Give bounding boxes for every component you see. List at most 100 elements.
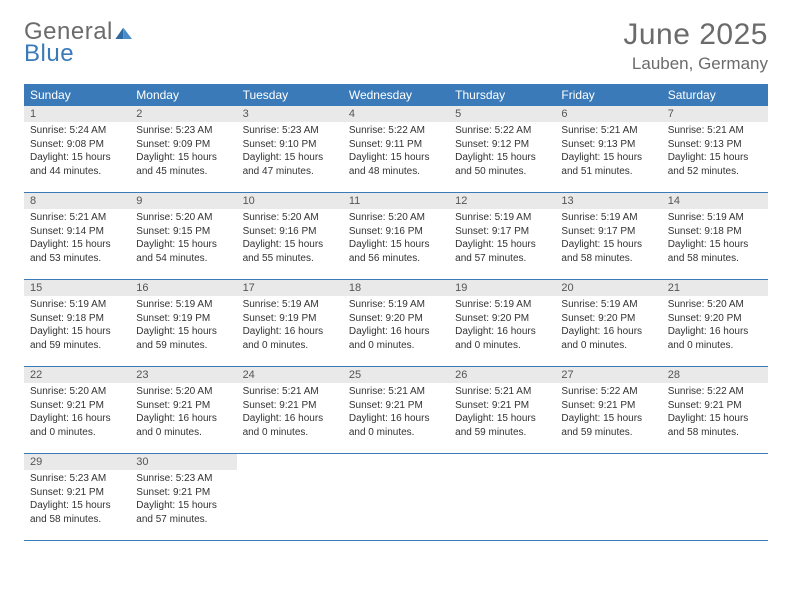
day-details: Sunrise: 5:22 AMSunset: 9:12 PMDaylight:…	[449, 122, 555, 184]
day-number: 2	[130, 106, 236, 122]
day-details: Sunrise: 5:21 AMSunset: 9:13 PMDaylight:…	[662, 122, 768, 184]
day-number: 3	[237, 106, 343, 122]
day-details: Sunrise: 5:22 AMSunset: 9:11 PMDaylight:…	[343, 122, 449, 184]
calendar-day-cell: 25Sunrise: 5:21 AMSunset: 9:21 PMDayligh…	[343, 367, 449, 453]
day-number: 7	[662, 106, 768, 122]
calendar-day-cell: 2Sunrise: 5:23 AMSunset: 9:09 PMDaylight…	[130, 106, 236, 192]
day-details: Sunrise: 5:19 AMSunset: 9:18 PMDaylight:…	[662, 209, 768, 271]
calendar-day-cell: 4Sunrise: 5:22 AMSunset: 9:11 PMDaylight…	[343, 106, 449, 192]
day-details: Sunrise: 5:24 AMSunset: 9:08 PMDaylight:…	[24, 122, 130, 184]
calendar-week-row: 29Sunrise: 5:23 AMSunset: 9:21 PMDayligh…	[24, 454, 768, 541]
day-details: Sunrise: 5:19 AMSunset: 9:20 PMDaylight:…	[343, 296, 449, 358]
day-details: Sunrise: 5:21 AMSunset: 9:21 PMDaylight:…	[343, 383, 449, 445]
day-details: Sunrise: 5:23 AMSunset: 9:21 PMDaylight:…	[130, 470, 236, 532]
weekday-header-row: Sunday Monday Tuesday Wednesday Thursday…	[24, 84, 768, 106]
day-number: 25	[343, 367, 449, 383]
day-details: Sunrise: 5:21 AMSunset: 9:13 PMDaylight:…	[555, 122, 661, 184]
calendar-day-cell: 10Sunrise: 5:20 AMSunset: 9:16 PMDayligh…	[237, 193, 343, 279]
calendar-day-cell: 9Sunrise: 5:20 AMSunset: 9:15 PMDaylight…	[130, 193, 236, 279]
day-number: 17	[237, 280, 343, 296]
calendar-day-cell: 28Sunrise: 5:22 AMSunset: 9:21 PMDayligh…	[662, 367, 768, 453]
day-details: Sunrise: 5:19 AMSunset: 9:20 PMDaylight:…	[449, 296, 555, 358]
brand-mark-icon	[115, 18, 135, 46]
calendar-body: 1Sunrise: 5:24 AMSunset: 9:08 PMDaylight…	[24, 106, 768, 541]
title-block: June 2025 Lauben, Germany	[623, 18, 768, 74]
day-number: 30	[130, 454, 236, 470]
calendar-day-cell: 1Sunrise: 5:24 AMSunset: 9:08 PMDaylight…	[24, 106, 130, 192]
day-number: 13	[555, 193, 661, 209]
calendar-day-cell: 11Sunrise: 5:20 AMSunset: 9:16 PMDayligh…	[343, 193, 449, 279]
day-number: 14	[662, 193, 768, 209]
calendar-day-cell: 23Sunrise: 5:20 AMSunset: 9:21 PMDayligh…	[130, 367, 236, 453]
calendar-day-empty	[662, 454, 768, 540]
day-details: Sunrise: 5:20 AMSunset: 9:16 PMDaylight:…	[237, 209, 343, 271]
day-number: 24	[237, 367, 343, 383]
day-number: 1	[24, 106, 130, 122]
day-details: Sunrise: 5:23 AMSunset: 9:10 PMDaylight:…	[237, 122, 343, 184]
header: GeneralBlue June 2025 Lauben, Germany	[24, 18, 768, 74]
day-details: Sunrise: 5:22 AMSunset: 9:21 PMDaylight:…	[662, 383, 768, 445]
day-number: 11	[343, 193, 449, 209]
calendar-day-cell: 19Sunrise: 5:19 AMSunset: 9:20 PMDayligh…	[449, 280, 555, 366]
calendar-day-cell: 20Sunrise: 5:19 AMSunset: 9:20 PMDayligh…	[555, 280, 661, 366]
day-number: 23	[130, 367, 236, 383]
day-number: 16	[130, 280, 236, 296]
day-details: Sunrise: 5:20 AMSunset: 9:20 PMDaylight:…	[662, 296, 768, 358]
calendar-day-cell: 8Sunrise: 5:21 AMSunset: 9:14 PMDaylight…	[24, 193, 130, 279]
calendar-day-empty	[343, 454, 449, 540]
weekday-header: Sunday	[24, 84, 130, 106]
day-number: 20	[555, 280, 661, 296]
calendar-week-row: 8Sunrise: 5:21 AMSunset: 9:14 PMDaylight…	[24, 193, 768, 280]
day-details: Sunrise: 5:20 AMSunset: 9:15 PMDaylight:…	[130, 209, 236, 271]
day-details: Sunrise: 5:19 AMSunset: 9:17 PMDaylight:…	[555, 209, 661, 271]
calendar-day-cell: 13Sunrise: 5:19 AMSunset: 9:17 PMDayligh…	[555, 193, 661, 279]
calendar-day-cell: 15Sunrise: 5:19 AMSunset: 9:18 PMDayligh…	[24, 280, 130, 366]
day-number: 15	[24, 280, 130, 296]
day-details: Sunrise: 5:19 AMSunset: 9:19 PMDaylight:…	[130, 296, 236, 358]
calendar-day-cell: 14Sunrise: 5:19 AMSunset: 9:18 PMDayligh…	[662, 193, 768, 279]
day-number: 21	[662, 280, 768, 296]
day-number: 10	[237, 193, 343, 209]
weekday-header: Thursday	[449, 84, 555, 106]
brand-inner: GeneralBlue	[24, 18, 135, 68]
day-number: 8	[24, 193, 130, 209]
day-number: 18	[343, 280, 449, 296]
day-details: Sunrise: 5:23 AMSunset: 9:09 PMDaylight:…	[130, 122, 236, 184]
page-title: June 2025	[623, 18, 768, 52]
calendar-day-cell: 6Sunrise: 5:21 AMSunset: 9:13 PMDaylight…	[555, 106, 661, 192]
day-number: 22	[24, 367, 130, 383]
calendar-day-cell: 12Sunrise: 5:19 AMSunset: 9:17 PMDayligh…	[449, 193, 555, 279]
day-number: 5	[449, 106, 555, 122]
calendar-day-cell: 26Sunrise: 5:21 AMSunset: 9:21 PMDayligh…	[449, 367, 555, 453]
weekday-header: Saturday	[662, 84, 768, 106]
calendar-day-cell: 21Sunrise: 5:20 AMSunset: 9:20 PMDayligh…	[662, 280, 768, 366]
calendar-day-cell: 27Sunrise: 5:22 AMSunset: 9:21 PMDayligh…	[555, 367, 661, 453]
calendar-day-cell: 29Sunrise: 5:23 AMSunset: 9:21 PMDayligh…	[24, 454, 130, 540]
day-number: 29	[24, 454, 130, 470]
day-details: Sunrise: 5:21 AMSunset: 9:21 PMDaylight:…	[449, 383, 555, 445]
calendar-week-row: 22Sunrise: 5:20 AMSunset: 9:21 PMDayligh…	[24, 367, 768, 454]
day-number: 12	[449, 193, 555, 209]
day-details: Sunrise: 5:19 AMSunset: 9:20 PMDaylight:…	[555, 296, 661, 358]
day-details: Sunrise: 5:21 AMSunset: 9:21 PMDaylight:…	[237, 383, 343, 445]
day-details: Sunrise: 5:20 AMSunset: 9:16 PMDaylight:…	[343, 209, 449, 271]
day-number: 27	[555, 367, 661, 383]
weekday-header: Wednesday	[343, 84, 449, 106]
calendar-day-empty	[555, 454, 661, 540]
calendar-day-cell: 3Sunrise: 5:23 AMSunset: 9:10 PMDaylight…	[237, 106, 343, 192]
calendar-day-cell: 16Sunrise: 5:19 AMSunset: 9:19 PMDayligh…	[130, 280, 236, 366]
day-number: 9	[130, 193, 236, 209]
day-details: Sunrise: 5:19 AMSunset: 9:17 PMDaylight:…	[449, 209, 555, 271]
day-number: 26	[449, 367, 555, 383]
weekday-header: Friday	[555, 84, 661, 106]
calendar-day-cell: 30Sunrise: 5:23 AMSunset: 9:21 PMDayligh…	[130, 454, 236, 540]
day-details: Sunrise: 5:20 AMSunset: 9:21 PMDaylight:…	[130, 383, 236, 445]
calendar-day-cell: 17Sunrise: 5:19 AMSunset: 9:19 PMDayligh…	[237, 280, 343, 366]
calendar-day-empty	[237, 454, 343, 540]
location-label: Lauben, Germany	[623, 54, 768, 74]
day-details: Sunrise: 5:19 AMSunset: 9:19 PMDaylight:…	[237, 296, 343, 358]
calendar-day-cell: 22Sunrise: 5:20 AMSunset: 9:21 PMDayligh…	[24, 367, 130, 453]
day-details: Sunrise: 5:21 AMSunset: 9:14 PMDaylight:…	[24, 209, 130, 271]
day-number: 28	[662, 367, 768, 383]
day-details: Sunrise: 5:19 AMSunset: 9:18 PMDaylight:…	[24, 296, 130, 358]
